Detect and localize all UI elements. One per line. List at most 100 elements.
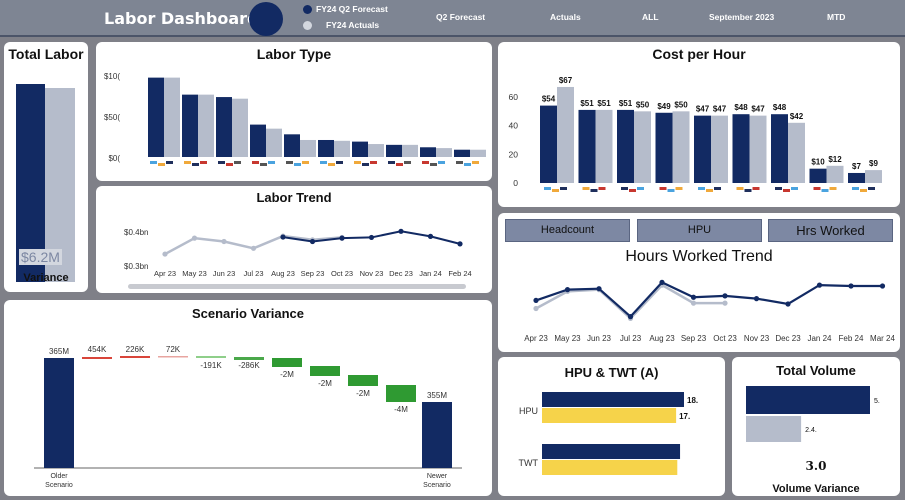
tab-hpu[interactable]: HPU [637,219,762,242]
labor-type-category-icon-8-2 [438,161,445,164]
cph-bar-forecast-7 [809,168,827,183]
labor-trend-card: Labor Trend $0.4bn $0.3bn Apr 23 May 23 Jun … [96,186,492,293]
cph-ytick-3: 0 [513,178,518,188]
total-labor-value: $6.2M [19,249,62,265]
tab-hrs-worked[interactable]: Hrs Worked [768,219,893,242]
hours-xtick-9: Jan 24 [807,334,832,343]
total-labor-card: Total Labor $6.2M Variance [4,42,88,292]
cph-category-icon-8-2 [868,187,875,190]
scenario-bar-0 [44,358,74,468]
cph-bar-actuals-5 [749,115,767,183]
labor-type-bar-actuals-2 [232,98,248,157]
hours-xtick-11: Mar 24 [870,334,895,343]
labor-type-category-icon-0-1 [158,163,165,166]
scenario-label-8: -2M [356,389,370,398]
labor-type-title: Labor Type [256,46,332,62]
scenario-bar-10 [422,402,452,468]
cph-bar-forecast-6 [771,114,788,183]
filter-actuals[interactable]: Actuals [550,12,581,22]
cph-label-forecast-2: $51 [619,99,633,108]
hours-xtick-3: Jul 23 [620,334,642,343]
hours-point-1-5 [690,300,697,306]
hpu-bar-forecast-1 [542,444,681,459]
total-labor-label: Variance [23,272,69,284]
hours-point-0-2 [596,286,602,292]
labor-trend-point-1-1 [191,235,198,241]
scenario-label-9: -4M [394,405,408,414]
cph-bar-actuals-1 [595,109,613,183]
hpu-twt-chart: HPU 18. 17. TWT [519,392,698,475]
filter-period[interactable]: MTD [827,12,846,22]
labor-trend-point-1-2 [221,238,227,245]
scenario-bar-3 [158,356,188,358]
cph-label-actuals-6: $42 [790,112,804,121]
labor-type-category-icon-1-2 [200,161,207,164]
hours-point-0-11 [879,283,886,289]
cph-label-forecast-0: $54 [542,95,556,104]
logo-circle [249,2,283,36]
cph-category-icon-8-0 [852,187,859,190]
scenario-category-0-1: Scenario [45,482,73,489]
hpu-label-actuals-0: 17. [679,412,690,421]
hours-point-0-10 [848,283,854,289]
cph-label-forecast-3: $49 [657,102,671,111]
labor-type-bar-actuals-3 [266,128,282,157]
total-volume-card: Total Volume 5. 2.4. 3.0 Volume Variance [732,357,900,496]
scenario-label-3: 72K [166,345,181,354]
cph-label-forecast-4: $47 [696,105,710,114]
labor-trend-xtick-1: May 23 [182,269,207,278]
hpu-bar-forecast-0 [542,392,684,407]
labor-trend-xtick-6: Oct 23 [331,269,353,278]
legend-dot-actuals [303,21,312,30]
cph-label-actuals-8: $9 [869,159,878,168]
cph-category-icon-6-0 [775,187,782,190]
hours-point-1-0 [533,305,539,312]
labor-type-bar-actuals-4 [300,139,316,157]
cph-bar-actuals-6 [788,122,805,183]
scenario-bar-1 [82,357,112,359]
cph-category-icon-0-2 [560,187,567,190]
labor-type-category-icon-2-2 [234,161,241,164]
scenario-bar-2 [120,356,150,358]
cph-bar-forecast-8 [848,172,865,183]
scenario-bar-9 [386,385,416,402]
labor-trend-point-0-2 [339,235,345,241]
filter-scenario[interactable]: Q2 Forecast [436,12,486,22]
labor-type-category-icon-8-1 [430,163,437,166]
labor-type-bar-forecast-8 [420,147,436,157]
cph-ytick-0: 60 [509,92,519,102]
cph-category-icon-2-0 [621,187,628,190]
labor-trend-point-0-3 [368,234,375,241]
cph-category-icon-4-1 [706,189,713,192]
labor-type-category-icon-7-2 [404,161,411,164]
cph-category-icon-4-2 [714,187,721,190]
labor-type-bar-forecast-5 [318,139,334,157]
labor-trend-ytick-0: $0.4bn [124,228,148,237]
labor-type-category-icon-6-1 [362,163,369,166]
filter-month[interactable]: September 2023 [709,12,775,22]
tab-headcount[interactable]: Headcount [505,219,630,242]
labor-type-category-icon-0-2 [166,161,173,164]
cph-category-icon-0-1 [552,189,559,192]
cph-bar-actuals-3 [672,111,690,183]
cph-label-forecast-6: $48 [773,103,787,112]
labor-trend-scrollbar[interactable] [128,284,466,289]
legend-label-actuals: FY24 Actuals [326,20,380,30]
labor-trend-xtick-10: Feb 24 [448,269,471,278]
cph-label-forecast-1: $51 [580,99,594,108]
labor-trend-point-1-0 [162,251,168,257]
hpu-category-0: HPU [519,406,538,416]
labor-trend-xtick-9: Jan 24 [419,269,442,278]
labor-type-bar-forecast-0 [148,77,164,157]
legend-label-forecast: FY24 Q2 Forecast [316,4,388,14]
filter-all[interactable]: ALL [642,12,659,22]
cost-per-hour-title: Cost per Hour [652,46,746,62]
cost-per-hour-card: Cost per Hour 60 40 20 0 $54 $67 $51 $51 $51 $50 $… [498,42,900,207]
hours-xtick-7: Nov 23 [744,334,770,343]
total-labor-title: Total Labor [8,46,84,62]
scenario-variance-title: Scenario Variance [191,306,304,321]
hours-line-0 [535,281,883,319]
labor-type-category-icon-5-0 [320,161,327,164]
scenario-bar-6 [272,358,302,367]
labor-type-bar-forecast-3 [250,124,266,157]
